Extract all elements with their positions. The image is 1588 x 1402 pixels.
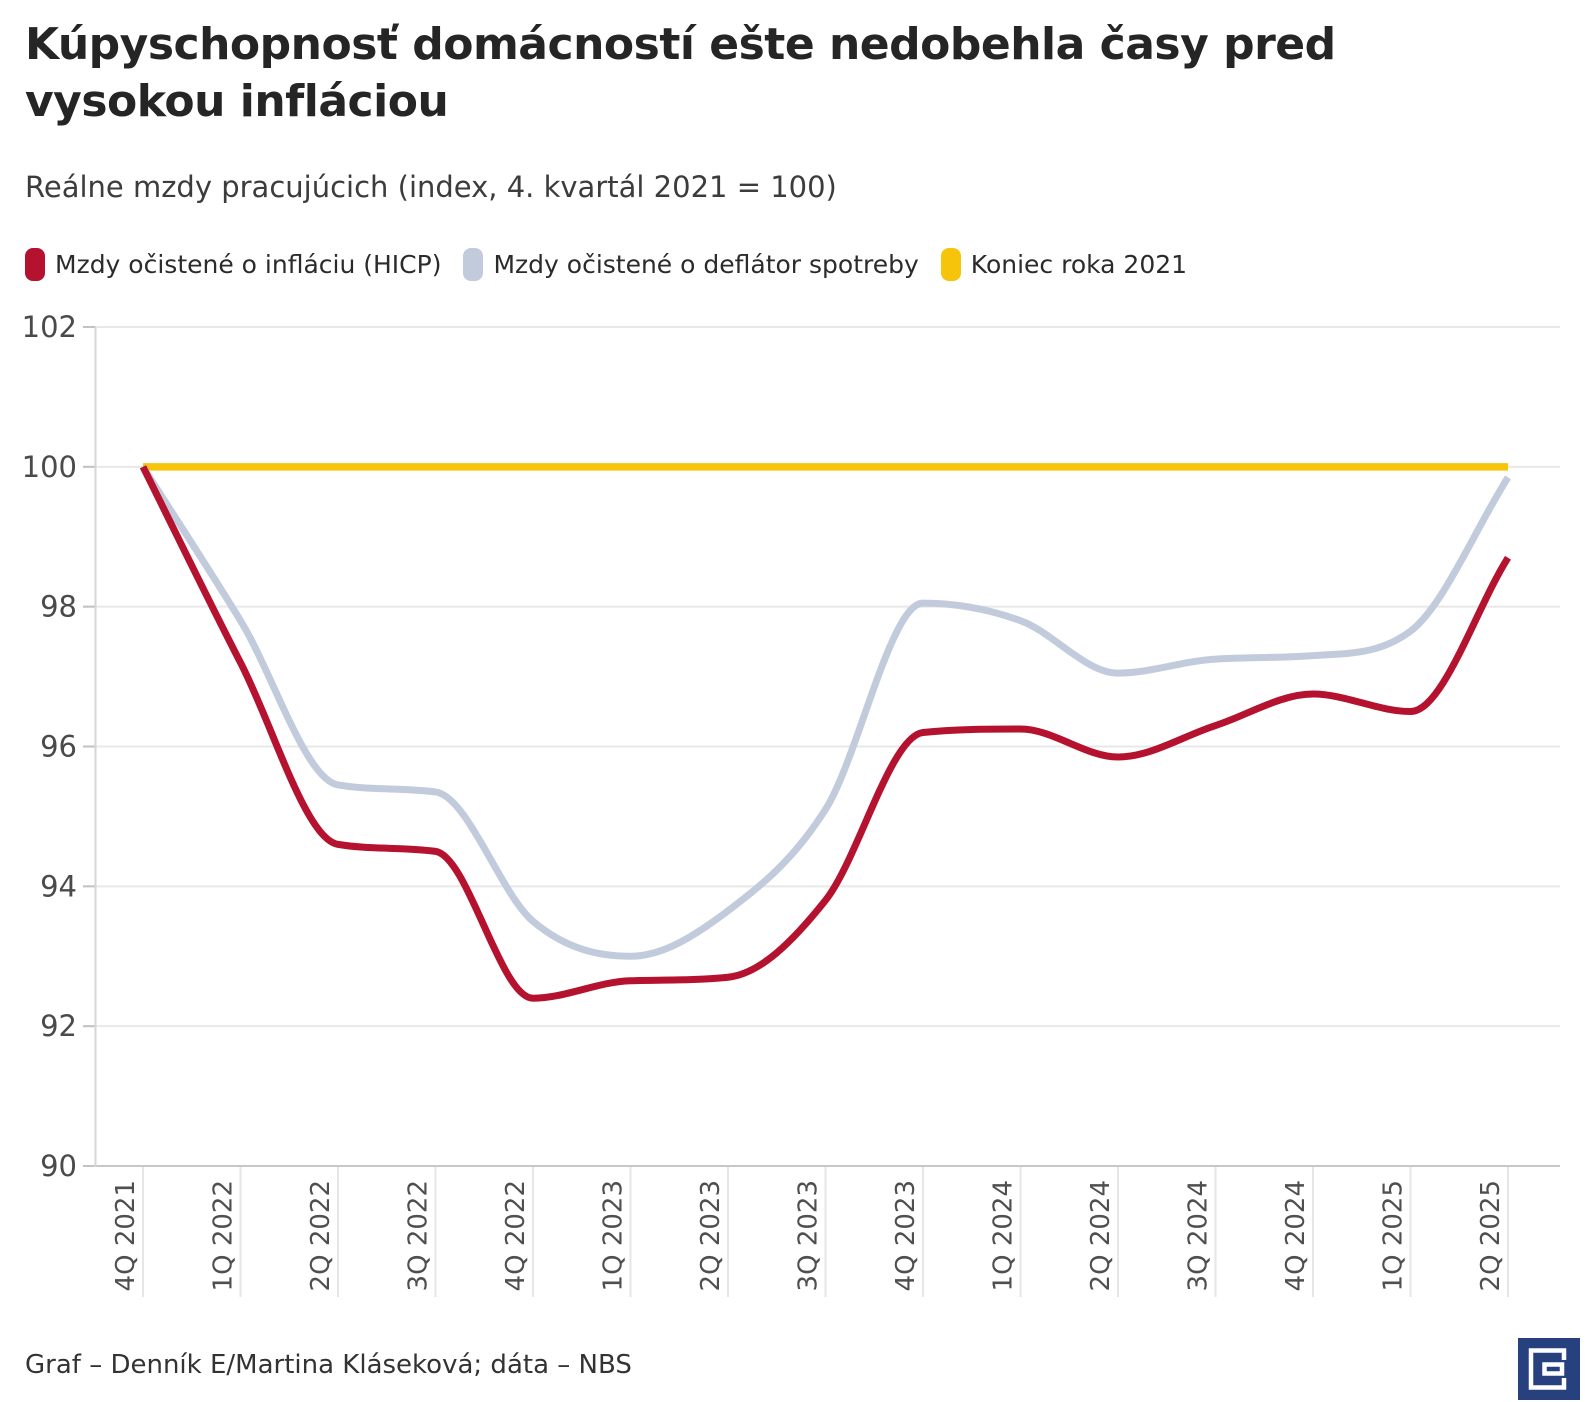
x-axis-label: 4Q 2021: [111, 1180, 141, 1291]
y-axis-label: 96: [40, 730, 77, 764]
y-axis-label: 102: [22, 310, 77, 344]
chart-title-line-1: Kúpyschopnosť domácností ešte nedobehla …: [25, 19, 1336, 70]
x-axis-label: 2Q 2023: [696, 1180, 726, 1291]
x-axis-label: 1Q 2022: [209, 1180, 239, 1291]
legend-item-hicp: Mzdy očistené o infláciu (HICP): [25, 248, 441, 281]
y-axis-label: 100: [22, 450, 77, 484]
logo-background: [1518, 1338, 1580, 1400]
series-line-hicp: [139, 465, 1511, 1002]
x-axis-label: 3Q 2022: [404, 1180, 434, 1291]
legend-swatch-reference-icon: [940, 248, 961, 281]
legend-label-reference: Koniec roka 2021: [970, 250, 1188, 279]
y-axis-label: 92: [40, 1009, 77, 1043]
chart-credit: Graf – Denník E/Martina Kláseková; dáta …: [25, 1350, 632, 1380]
y-axis-label: 98: [40, 590, 77, 624]
x-axis-label: 2Q 2025: [1476, 1180, 1506, 1291]
legend-swatch-hicp-icon: [25, 248, 45, 281]
legend: Mzdy očistené o infláciu (HICP) Mzdy oči…: [25, 248, 1187, 281]
x-axis-label: 4Q 2023: [891, 1180, 921, 1291]
legend-item-deflator: Mzdy očistené o deflátor spotreby: [463, 248, 919, 281]
logo-e-inner-stroke: [1542, 1362, 1565, 1376]
y-axis-label: 90: [40, 1149, 77, 1183]
x-axis-label: 4Q 2024: [1281, 1180, 1311, 1291]
x-axis-label: 2Q 2024: [1086, 1180, 1116, 1291]
legend-label-deflator: Mzdy očistené o deflátor spotreby: [493, 250, 919, 279]
x-axis-label: 1Q 2023: [599, 1180, 629, 1291]
legend-swatch-deflator-icon: [463, 248, 484, 281]
chart-title-line-2: vysokou infláciou: [25, 76, 449, 127]
legend-item-reference: Koniec roka 2021: [940, 248, 1188, 281]
chart-subtitle: Reálne mzdy pracujúcich (index, 4. kvart…: [25, 170, 837, 204]
y-axis-label: 94: [40, 869, 77, 903]
x-axis-label: 2Q 2022: [306, 1180, 336, 1291]
x-axis-label: 1Q 2025: [1379, 1180, 1409, 1291]
series-line-deflator: [140, 464, 1511, 960]
chart-title: Kúpyschopnosť domácností ešte nedobehla …: [25, 16, 1336, 130]
x-axis-label: 3Q 2024: [1184, 1180, 1214, 1291]
x-axis-label: 1Q 2024: [989, 1180, 1019, 1291]
legend-label-hicp: Mzdy očistené o infláciu (HICP): [55, 250, 442, 279]
dennik-e-logo: [1518, 1338, 1580, 1400]
x-axis-label: 4Q 2022: [501, 1180, 531, 1291]
x-axis-label: 3Q 2023: [794, 1180, 824, 1291]
logo-e-outer-stroke: [1528, 1348, 1567, 1390]
